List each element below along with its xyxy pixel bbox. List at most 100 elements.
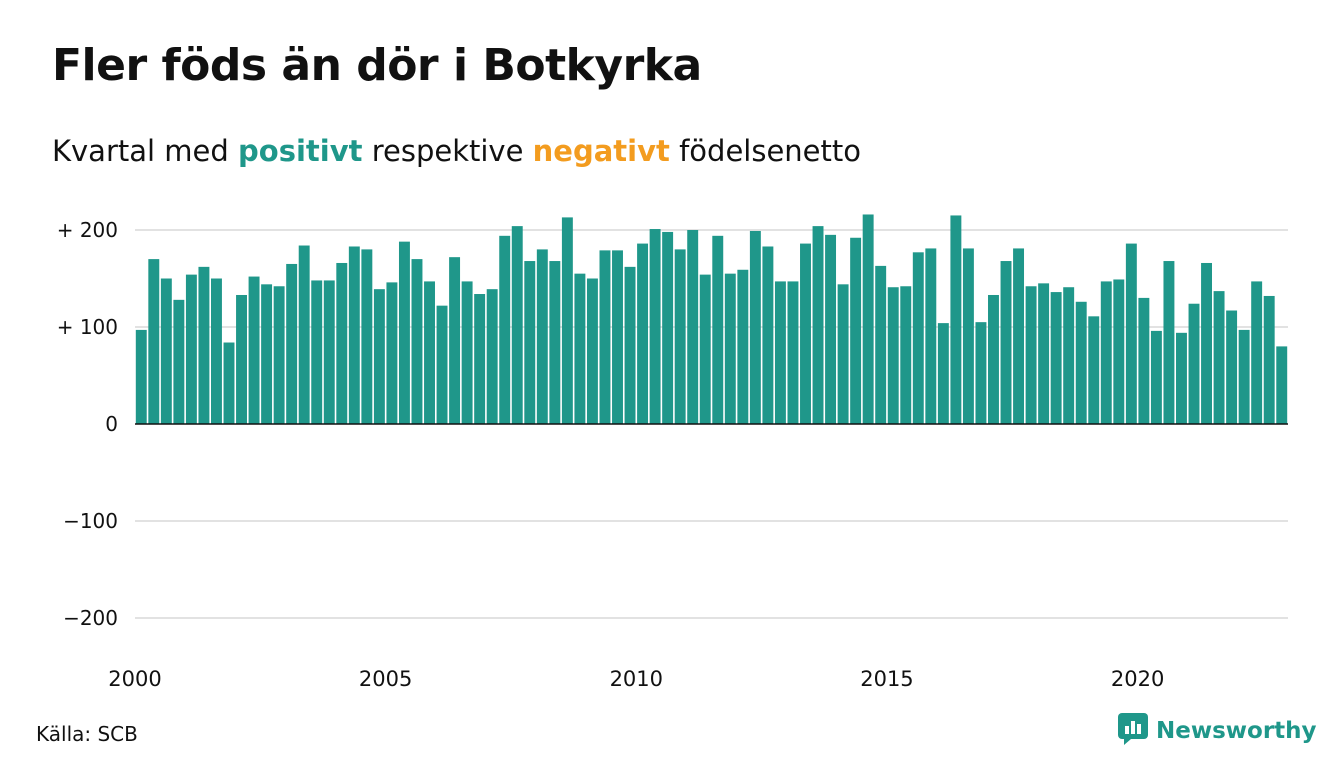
- bar: [687, 230, 699, 424]
- bar: [436, 305, 448, 424]
- bar: [749, 230, 761, 424]
- bar: [1100, 281, 1112, 424]
- x-tick-label: 2015: [860, 667, 913, 691]
- bar: [1176, 332, 1187, 424]
- x-tick-label: 2005: [359, 667, 412, 691]
- bar: [712, 235, 724, 424]
- bar: [348, 246, 360, 424]
- bar: [1201, 262, 1212, 424]
- y-tick-label: 0: [105, 412, 118, 436]
- bar: [1013, 248, 1025, 424]
- bar: [950, 215, 962, 424]
- y-tick-label: −100: [63, 509, 118, 533]
- bar: [361, 249, 373, 424]
- bar: [499, 235, 511, 424]
- bar: [912, 252, 924, 424]
- bar: [586, 278, 598, 424]
- bar: [336, 262, 348, 424]
- bar: [962, 248, 974, 424]
- bar: [1213, 291, 1225, 424]
- bar: [1188, 303, 1200, 424]
- subtitle-positive: positivt: [238, 134, 363, 168]
- bar: [825, 234, 837, 424]
- subtitle-middle: respektive: [371, 134, 524, 168]
- bar: [787, 281, 799, 424]
- subtitle-negative: negativt: [532, 134, 670, 168]
- bar: [373, 289, 385, 424]
- bar: [311, 280, 323, 424]
- bar: [261, 284, 273, 424]
- bar: [937, 323, 949, 424]
- bar: [875, 265, 887, 424]
- bar: [536, 249, 548, 424]
- brand-name: Newsworthy: [1156, 718, 1317, 744]
- bar: [837, 284, 849, 424]
- x-tick-label: 2010: [610, 667, 663, 691]
- bar: [424, 281, 435, 424]
- bar: [411, 259, 423, 424]
- bar: [486, 289, 498, 424]
- axis-layer: + 200 + 100 0 −100 −200 2000 2005 2010 2015 2020: [57, 218, 1288, 691]
- bar: [286, 263, 298, 424]
- bar: [236, 294, 247, 424]
- bar: [599, 250, 611, 424]
- grid-layer: [135, 229, 1288, 619]
- bar: [223, 342, 235, 424]
- bar: [449, 257, 461, 424]
- bar: [1163, 261, 1175, 424]
- bar: [248, 276, 260, 424]
- bar: [160, 278, 172, 424]
- bar: [1226, 310, 1238, 424]
- bar: [211, 278, 222, 424]
- bar: [624, 266, 636, 424]
- bar: [273, 286, 285, 424]
- bar: [774, 281, 786, 424]
- bar: [1038, 283, 1050, 424]
- bar: [762, 246, 774, 424]
- bar: [925, 248, 937, 424]
- bar: [1088, 316, 1100, 424]
- brand-logo[interactable]: Newsworthy: [1118, 713, 1317, 749]
- bar: [549, 261, 561, 424]
- bar: [637, 243, 649, 424]
- bar: [975, 322, 987, 424]
- bar: [461, 281, 473, 424]
- bar: [662, 231, 674, 424]
- bar: [323, 280, 335, 424]
- bar: [1138, 297, 1150, 424]
- bar: [1251, 281, 1263, 424]
- bar: [800, 243, 811, 424]
- bar: [148, 259, 160, 424]
- bar-layer: [135, 214, 1288, 424]
- bar: [1150, 330, 1162, 424]
- bar: [724, 273, 736, 424]
- bar: [699, 274, 711, 424]
- x-tick-label: 2020: [1111, 667, 1164, 691]
- chart-subtitle: Kvartal med positivt respektive negativt…: [52, 134, 861, 168]
- bar: [1276, 346, 1288, 424]
- subtitle-suffix: födelsenetto: [679, 134, 861, 168]
- bar: [398, 241, 410, 424]
- bar: [135, 329, 147, 424]
- bar: [386, 282, 398, 424]
- bar: [173, 299, 185, 424]
- bar: [561, 217, 573, 424]
- bar: [850, 237, 862, 424]
- source-note: Källa: SCB: [36, 722, 138, 746]
- bar: [1263, 295, 1275, 424]
- bar: [1113, 279, 1125, 424]
- bar: [674, 249, 686, 424]
- bar: [1000, 261, 1012, 424]
- y-tick-label: + 100: [57, 315, 118, 339]
- bar: [1050, 292, 1062, 424]
- bar: [198, 266, 210, 424]
- x-tick-label: 2000: [108, 667, 161, 691]
- y-tick-label: + 200: [57, 218, 118, 242]
- bar: [524, 261, 536, 424]
- newsworthy-logo-icon: [1118, 713, 1148, 749]
- y-tick-label: −200: [63, 606, 118, 630]
- bar: [862, 214, 874, 424]
- bar: [612, 250, 623, 424]
- bar: [1238, 329, 1250, 424]
